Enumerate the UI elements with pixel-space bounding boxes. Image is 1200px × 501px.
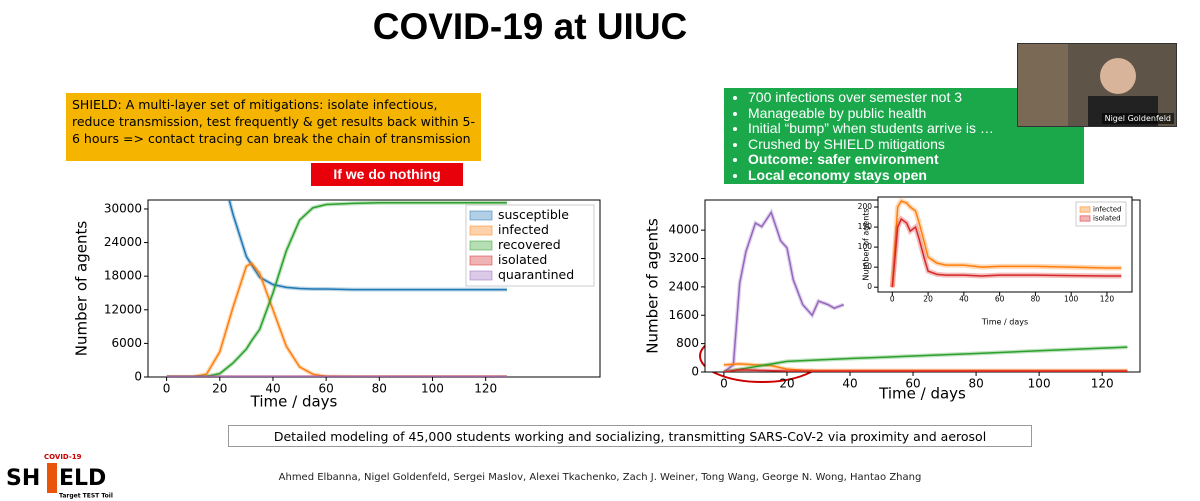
y-axis-label: Number of agents	[862, 208, 871, 280]
x-tick-label: 80	[1031, 295, 1041, 304]
charts: 0 20 40 60 80 100 1200600012000180002400030000…	[73, 196, 1141, 411]
x-axis-label: Time / days	[981, 318, 1028, 327]
x-axis-label: Time / days	[878, 385, 966, 403]
legend-swatch	[1079, 215, 1091, 222]
bullet: Initial “bump” when students arrive is …	[748, 120, 1084, 137]
bullet: Outcome: safer environment	[748, 151, 1084, 168]
y-tick-label: 4000	[668, 223, 699, 237]
x-tick-label: 80	[968, 377, 983, 391]
legend-swatch	[469, 270, 493, 281]
webcam: Nigel Goldenfeld	[1017, 43, 1177, 127]
legend-label: infected	[498, 222, 549, 237]
legend-box	[1075, 201, 1127, 227]
x-tick-label: 60	[905, 377, 920, 391]
y-tick-label: 6000	[111, 336, 142, 350]
legend-swatch	[469, 240, 493, 251]
y-tick-label: 50	[862, 262, 872, 271]
logo-left: SH	[6, 466, 40, 491]
legend-swatch	[469, 255, 493, 266]
slide-title: COVID-19 at UIUC	[372, 6, 688, 47]
logo-top: COVID-19	[44, 453, 82, 461]
x-tick-label: 100	[1028, 377, 1051, 391]
logo-bar	[47, 463, 57, 493]
logo-tagline: Target TEST Toil	[59, 493, 113, 500]
y-tick-label: 150	[858, 222, 873, 231]
authors: Ahmed Elbanna, Nigel Goldenfeld, Sergei …	[278, 472, 922, 483]
x-tick-label: 40	[959, 295, 969, 304]
series-line	[891, 217, 1122, 288]
participant-name: Nigel Goldenfeld	[1101, 113, 1174, 124]
x-tick-label: 60	[319, 382, 334, 396]
legend-box	[465, 204, 595, 287]
y-tick-label: 100	[858, 242, 873, 251]
y-tick-label: 0	[134, 370, 142, 384]
legend-label: isolated	[498, 252, 547, 267]
x-tick-label: 20	[212, 382, 227, 396]
legend-label: recovered	[498, 237, 561, 252]
series-line	[228, 200, 507, 291]
y-tick-label: 800	[676, 336, 699, 350]
x-tick-label: 80	[372, 382, 387, 396]
caption: Detailed modeling of 45,000 students wor…	[228, 425, 1032, 447]
y-tick-label: 3200	[668, 251, 699, 265]
x-tick-label: 40	[842, 377, 857, 391]
chart: 0 20 40 60 80 100 120 0 6000 12000 18000 24000 30000…	[73, 199, 601, 411]
series-line	[723, 210, 844, 372]
y-tick-label: 2400	[668, 279, 699, 293]
y-tick-label: 0	[691, 365, 699, 379]
series-line	[723, 369, 1128, 372]
y-tick-label: 30000	[104, 201, 142, 215]
chart: 0 20 40 60 80 100 120 0 50 100 150 200 Time / days Nu…	[858, 196, 1133, 327]
legend-swatch	[469, 225, 493, 236]
legend-label: quarantined	[498, 267, 574, 282]
x-tick-label: 0	[163, 382, 171, 396]
x-tick-label: 120	[474, 382, 497, 396]
series-line	[166, 262, 507, 377]
logo-right: ELD	[59, 466, 106, 491]
x-tick-label: 20	[779, 377, 794, 391]
x-tick-label: 60	[995, 295, 1005, 304]
series-line	[166, 202, 507, 377]
scenario-label: If we do nothing	[311, 163, 463, 186]
legend-label: infected	[1093, 206, 1122, 214]
y-tick-label: 12000	[104, 302, 142, 316]
legend-swatch	[469, 210, 493, 221]
x-tick-label: 0	[720, 377, 728, 391]
x-tick-label: 100	[1064, 295, 1079, 304]
series-group	[166, 200, 507, 377]
y-tick-label: 200	[858, 202, 873, 211]
x-axis-label: Time / days	[250, 393, 338, 411]
shield-note: SHIELD: A multi-layer set of mitigations…	[66, 93, 481, 161]
legend-label: susceptible	[498, 207, 569, 222]
bullet: Crushed by SHIELD mitigations	[748, 136, 1084, 153]
y-tick-label: 0	[867, 282, 872, 291]
logo: COVID-19 SH ELD Target TEST Toil	[6, 453, 113, 500]
y-axis-label: Number of agents	[644, 218, 662, 354]
y-axis-label: Number of agents	[73, 221, 91, 357]
x-tick-label: 100	[421, 382, 444, 396]
x-tick-label: 120	[1091, 377, 1114, 391]
x-tick-label: 120	[1100, 295, 1115, 304]
series-line	[891, 200, 1122, 288]
y-tick-label: 1600	[668, 308, 699, 322]
legend-swatch	[1079, 206, 1091, 213]
legend-label: isolated	[1093, 215, 1121, 223]
bullet: 700 infections over semester not 3	[748, 89, 1084, 106]
series-group	[889, 197, 1122, 288]
series-line	[723, 346, 1128, 372]
bullet: Local economy stays open	[748, 167, 1084, 184]
x-tick-label: 20	[923, 295, 933, 304]
series-group	[722, 207, 1128, 372]
bullet: Manageable by public health	[748, 105, 1084, 122]
y-tick-label: 24000	[104, 235, 142, 249]
x-tick-label: 40	[265, 382, 280, 396]
x-tick-label: 0	[890, 295, 895, 304]
y-tick-label: 18000	[104, 269, 142, 283]
